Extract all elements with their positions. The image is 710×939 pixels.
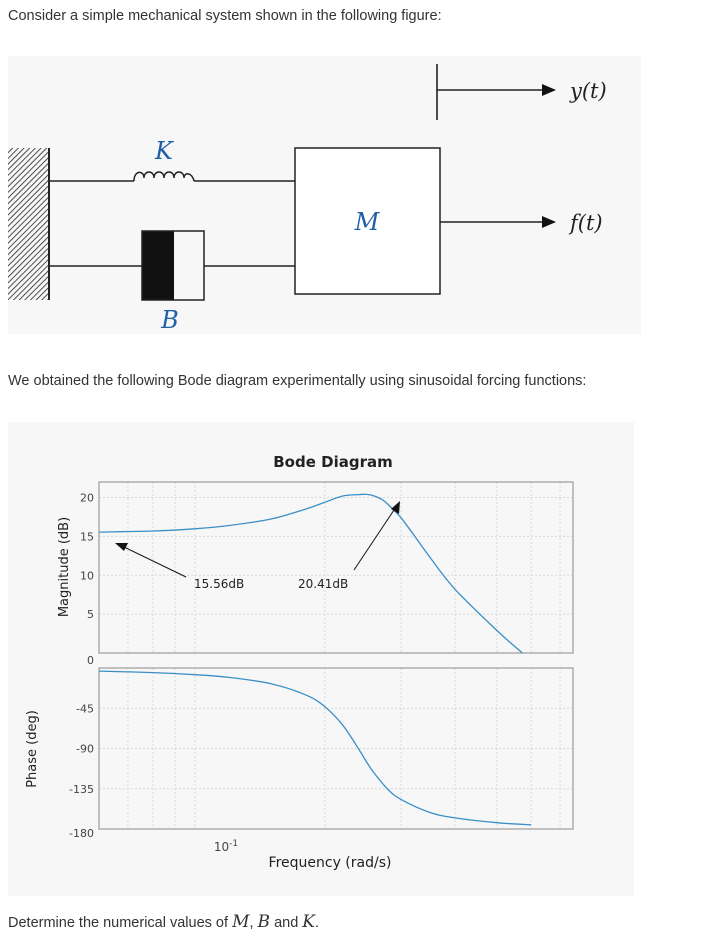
annotation-arrow-peak-shaft: [353, 506, 397, 571]
annotation-label-low: 15.56dB: [194, 577, 244, 591]
annotation-arrow-low-shaft: [121, 545, 187, 578]
phase-tick-label: -90: [76, 743, 94, 756]
phase-axes-box: [98, 667, 574, 830]
damper-label: B: [160, 306, 179, 334]
phase-tick-label: 0: [87, 654, 94, 667]
question-separator-2: and: [270, 915, 303, 931]
question-end: .: [315, 915, 320, 931]
phase-grid: [98, 667, 573, 830]
question-mass-symbol: M: [232, 912, 250, 932]
question-spring-symbol: K: [302, 912, 315, 932]
annotation-label-peak: 20.41dB: [298, 577, 348, 591]
displacement-label: y(t): [569, 79, 607, 103]
mechanical-system-figure: K B M y(t) f(t): [8, 56, 641, 334]
force-arrow-head: [542, 216, 556, 228]
intro-text: Consider a simple mechanical system show…: [8, 8, 442, 24]
spring-label: K: [154, 137, 175, 165]
question-text: Determine the numerical values of M, B a…: [8, 912, 319, 932]
question-damper-symbol: B: [257, 912, 271, 932]
magnitude-tick-labels: 20 15 10 5: [80, 492, 94, 622]
phase-series-line: [98, 670, 532, 826]
question-prefix: Determine the numerical values of: [8, 915, 233, 931]
damper-piston: [142, 231, 174, 300]
magnitude-series-line: [98, 493, 523, 654]
displacement-arrow-head: [542, 84, 556, 96]
magnitude-ylabel: Magnitude (dB): [57, 517, 72, 617]
question-separator-1: ,: [249, 915, 258, 931]
force-label: f(t): [568, 211, 603, 235]
x-tick-label-base: 10: [214, 840, 229, 854]
mass-label: M: [354, 208, 381, 236]
phase-ylabel: Phase (deg): [25, 710, 40, 788]
magnitude-tick-label: 5: [87, 608, 94, 621]
magnitude-axes-box: [98, 481, 574, 654]
wall-hatching: [8, 148, 48, 300]
bode-diagram-figure: Bode Diagram 20 15 10 5 Magnitude (dB) 15.5…: [8, 422, 634, 896]
phase-tick-label: -135: [69, 783, 94, 796]
annotation-arrow-low-head: [115, 543, 128, 551]
annotation-arrow-peak-head: [391, 501, 400, 514]
magnitude-grid: [98, 482, 573, 653]
x-tick-label: 10-1: [214, 839, 238, 854]
magnitude-tick-label: 15: [80, 530, 94, 543]
magnitude-tick-label: 20: [80, 492, 94, 505]
mass-block: [294, 147, 441, 295]
spring-coil: [133, 171, 195, 182]
phase-tick-label: -180: [69, 827, 94, 840]
mechanical-system-diagram: K B M y(t) f(t): [8, 64, 607, 334]
bode-intro-text: We obtained the following Bode diagram e…: [8, 373, 587, 389]
x-tick-label-exponent: -1: [229, 839, 238, 849]
phase-tick-labels: 0 -45 -90 -135 -180: [69, 654, 94, 840]
bode-diagram-chart: Bode Diagram 20 15 10 5 Magnitude (dB) 15.5…: [25, 453, 574, 871]
chart-title: Bode Diagram: [273, 453, 392, 471]
phase-tick-label: -45: [76, 702, 94, 715]
magnitude-tick-label: 10: [80, 569, 94, 582]
chart-xlabel: Frequency (rad/s): [269, 855, 392, 871]
